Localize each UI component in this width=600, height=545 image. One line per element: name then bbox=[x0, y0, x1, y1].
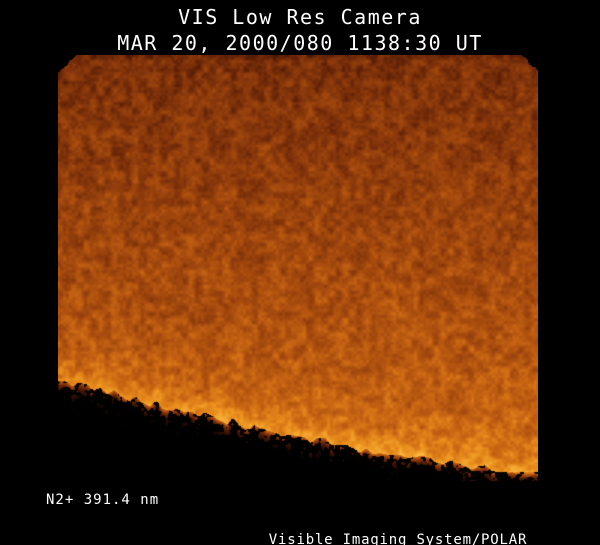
camera-image bbox=[58, 55, 538, 481]
credit-line-1: Visible Imaging System/POLAR bbox=[268, 532, 528, 545]
image-timestamp: MAR 20, 2000/080 1138:30 UT bbox=[117, 31, 483, 55]
header: VIS Low Res Camera MAR 20, 2000/080 1138… bbox=[0, 4, 600, 56]
credit-block: Visible Imaging System/POLAR The Univers… bbox=[228, 490, 568, 545]
image-title: VIS Low Res Camera bbox=[178, 5, 422, 29]
filter-wavelength-label: N2+ 391.4 nm bbox=[46, 492, 160, 508]
